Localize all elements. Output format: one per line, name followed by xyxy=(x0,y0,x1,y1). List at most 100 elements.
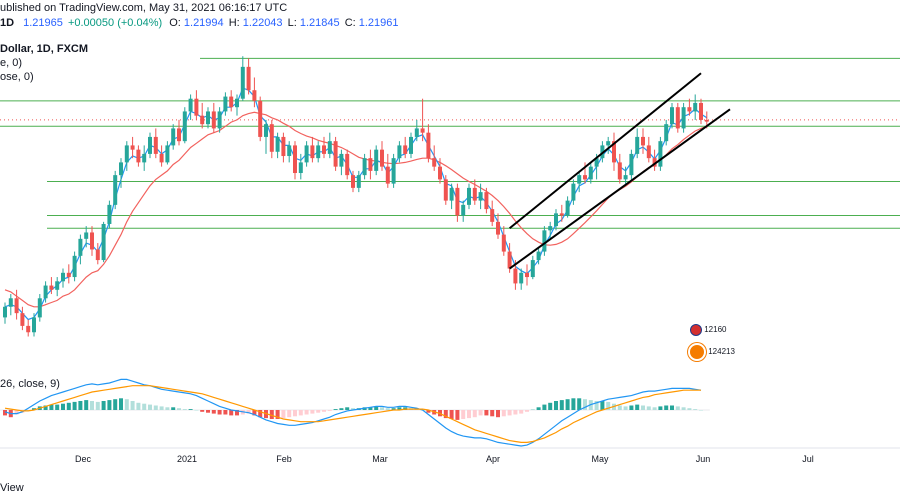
macd-hist-bar xyxy=(43,405,48,410)
macd-hist-bar xyxy=(397,407,402,410)
macd-hist-bar xyxy=(159,406,164,410)
candle-body xyxy=(536,251,541,261)
candle-body xyxy=(8,298,13,307)
candle-body xyxy=(142,153,147,163)
candle-36 xyxy=(211,102,216,133)
macd-hist-bar xyxy=(281,410,286,419)
macd-hist-bar xyxy=(554,401,558,410)
candle-115 xyxy=(670,102,674,129)
macd-hist-bar xyxy=(664,405,669,410)
candle-92 xyxy=(536,247,541,265)
candle-body xyxy=(646,145,651,159)
candle-77 xyxy=(449,183,454,210)
macd-hist-bar xyxy=(113,399,118,410)
macd-hist-bar xyxy=(467,410,471,419)
candle-53 xyxy=(310,136,315,163)
candle-body xyxy=(269,124,274,152)
macd-hist-bar xyxy=(594,401,599,410)
macd-hist-bar xyxy=(304,410,309,415)
candle-body xyxy=(612,141,616,163)
macd-hist-bar xyxy=(26,410,31,411)
macd-hist-bar xyxy=(275,410,280,419)
x-tick-label: Jul xyxy=(802,454,814,464)
macd-hist-bar xyxy=(345,407,350,410)
event-flag-2[interactable]: 124213 xyxy=(688,343,735,361)
candle-body xyxy=(217,111,222,129)
candle-body xyxy=(496,221,500,235)
macd-hist-bar xyxy=(351,408,355,410)
macd-hist-bar xyxy=(501,410,506,417)
candle-14 xyxy=(84,226,89,248)
candle-33 xyxy=(194,90,199,120)
published-text: ublished on TradingView.com, May 31, 202… xyxy=(0,2,288,14)
event-flag-1[interactable]: 12160 xyxy=(690,324,726,336)
macd-hist-bar xyxy=(287,410,292,418)
macd-hist-bar xyxy=(687,408,692,410)
macd-hist-bar xyxy=(78,401,83,410)
macd-hist-bar xyxy=(119,398,123,410)
candle-20 xyxy=(119,158,123,188)
candle-body xyxy=(478,192,483,201)
macd-hist-bar xyxy=(652,407,657,410)
macd-hist-bar xyxy=(269,410,274,419)
candle-113 xyxy=(658,136,663,171)
macd-hist-bar xyxy=(455,410,460,420)
macd-label[interactable]: 26, close, 9) xyxy=(0,378,60,390)
low-value: 1.21845 xyxy=(299,17,340,29)
candle-116 xyxy=(675,102,680,133)
macd-hist-bar xyxy=(646,406,651,410)
candle-86 xyxy=(501,226,506,256)
candle-body xyxy=(14,298,19,314)
candle-body xyxy=(455,187,460,216)
candle-18 xyxy=(107,200,112,229)
candle-body xyxy=(310,145,315,159)
signal-line xyxy=(4,385,701,443)
candle-body xyxy=(61,272,65,282)
macd-hist-bar xyxy=(484,410,489,416)
candle-55 xyxy=(322,136,326,159)
candle-body xyxy=(72,255,77,278)
candle-body xyxy=(119,162,123,176)
macd-hist-bar xyxy=(606,401,611,410)
candle-body xyxy=(380,149,384,167)
candle-body xyxy=(449,187,454,201)
candle-body xyxy=(327,141,332,154)
macd-hist-bar xyxy=(217,410,222,415)
macd-hist-bar xyxy=(559,400,564,410)
macd-hist-bar xyxy=(316,410,321,413)
macd-hist-bar xyxy=(206,410,210,413)
macd-hist-bar xyxy=(84,400,89,410)
candle-118 xyxy=(687,98,692,116)
close-value: 1.21961 xyxy=(358,17,399,29)
macd-hist-bar xyxy=(675,406,680,410)
candle-56 xyxy=(327,132,332,159)
macd-hist-bar xyxy=(490,410,495,417)
macd-hist-bar xyxy=(333,409,338,410)
macd-hist-bar xyxy=(623,406,628,410)
candle-body xyxy=(229,96,234,108)
candle-body xyxy=(252,90,257,101)
macd-hist-bar xyxy=(443,410,448,419)
x-axis: Dec 2021 Feb Mar Apr May Jun Jul xyxy=(75,454,814,464)
macd-hist-bar xyxy=(142,403,147,410)
candle-45 xyxy=(264,119,268,154)
candle-81 xyxy=(472,179,477,205)
candle-body xyxy=(594,158,599,167)
candle-body xyxy=(472,187,477,201)
macd-hist-bar xyxy=(496,410,500,418)
macd-hist-bar xyxy=(14,410,19,415)
candle-79 xyxy=(461,200,466,222)
candle-3 xyxy=(20,306,25,331)
close-label: C: xyxy=(344,17,356,29)
indicator-label-2[interactable]: ose, 0) xyxy=(0,71,34,83)
candle-body xyxy=(542,230,547,252)
ohlc-line: 1D 1.21965 +0.00050 (+0.04%) O: 1.21994 … xyxy=(0,17,401,29)
candle-34 xyxy=(200,102,205,129)
macd-hist-bar xyxy=(136,402,141,410)
candle-106 xyxy=(617,153,622,184)
indicator-label-1[interactable]: e, 0) xyxy=(0,57,23,69)
low-label: L: xyxy=(287,17,297,29)
symbol-short: 1D xyxy=(0,17,15,29)
flag-icon-2 xyxy=(688,343,706,361)
open-label: O: xyxy=(169,17,181,29)
